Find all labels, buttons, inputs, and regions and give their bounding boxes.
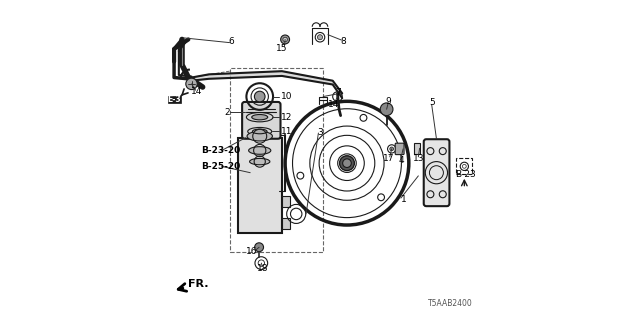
Text: 6: 6 (228, 37, 234, 46)
Circle shape (186, 78, 197, 90)
Bar (282, 196, 290, 207)
Circle shape (281, 35, 289, 44)
Text: 14: 14 (191, 87, 203, 96)
Text: 12: 12 (281, 113, 292, 122)
Circle shape (283, 37, 287, 42)
Bar (282, 218, 290, 229)
Text: T5AAB2400: T5AAB2400 (428, 299, 472, 308)
Circle shape (340, 156, 355, 171)
Text: FR.: FR. (178, 279, 209, 291)
Text: 1: 1 (401, 195, 406, 204)
Text: B-23-20: B-23-20 (201, 146, 240, 155)
FancyBboxPatch shape (242, 102, 280, 139)
Bar (230, 68, 323, 252)
Text: 13: 13 (413, 154, 425, 163)
FancyBboxPatch shape (395, 143, 404, 155)
Circle shape (342, 159, 351, 167)
Ellipse shape (248, 147, 271, 154)
Text: 9: 9 (385, 97, 391, 106)
Circle shape (380, 103, 393, 116)
Text: 2: 2 (225, 108, 230, 117)
Bar (414, 142, 420, 154)
Text: 18: 18 (257, 264, 268, 273)
Text: 14: 14 (328, 100, 339, 109)
Text: E-3: E-3 (168, 95, 181, 104)
Ellipse shape (250, 158, 270, 165)
Text: 15: 15 (276, 44, 288, 53)
Text: 16: 16 (246, 247, 258, 257)
Text: B-23: B-23 (456, 170, 476, 179)
Ellipse shape (246, 113, 273, 122)
Circle shape (317, 35, 323, 40)
Polygon shape (191, 71, 342, 98)
Ellipse shape (247, 132, 273, 141)
Text: 3: 3 (317, 128, 323, 137)
Bar (456, 158, 472, 174)
Text: 17: 17 (383, 154, 395, 163)
Text: 8: 8 (340, 36, 346, 45)
Text: 10: 10 (281, 92, 292, 101)
Text: 4: 4 (398, 156, 404, 164)
Circle shape (390, 147, 394, 151)
Circle shape (254, 91, 265, 102)
Ellipse shape (252, 115, 268, 120)
Circle shape (255, 243, 264, 252)
Bar (237, 138, 282, 233)
Text: B-25-20: B-25-20 (201, 162, 240, 171)
Ellipse shape (252, 129, 267, 134)
Text: 11: 11 (281, 127, 292, 136)
Text: 5: 5 (429, 98, 435, 107)
FancyBboxPatch shape (424, 139, 449, 206)
Text: 7: 7 (335, 88, 341, 97)
Bar (168, 96, 181, 103)
Ellipse shape (248, 127, 272, 135)
